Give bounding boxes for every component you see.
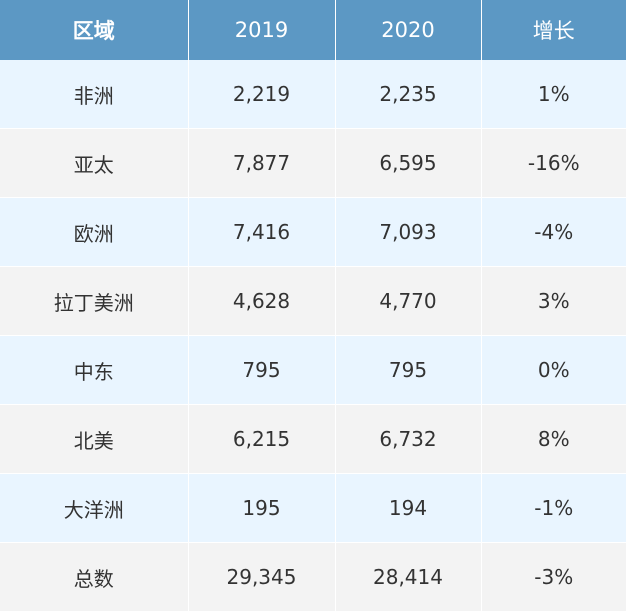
table-row: 非洲 2,219 2,235 1%: [0, 60, 626, 129]
cell-growth: -3%: [481, 542, 626, 612]
cell-region: 中东: [0, 335, 189, 405]
cell-region: 非洲: [0, 60, 189, 129]
header-2019: 2019: [188, 0, 336, 60]
table-row: 拉丁美洲 4,628 4,770 3%: [0, 266, 626, 336]
cell-growth: -1%: [481, 473, 626, 543]
header-row: 区域 2019 2020 增长: [0, 0, 626, 60]
cell-region: 大洋洲: [0, 473, 189, 543]
cell-2020: 2,235: [335, 60, 482, 129]
cell-2019: 4,628: [188, 266, 336, 336]
table-row: 中东 795 795 0%: [0, 335, 626, 405]
cell-2020: 795: [335, 335, 482, 405]
cell-2019: 29,345: [188, 542, 336, 612]
table-row: 大洋洲 195 194 -1%: [0, 473, 626, 543]
cell-2020: 6,732: [335, 404, 482, 474]
table-header: 区域 2019 2020 增长: [0, 0, 626, 60]
cell-growth: 8%: [481, 404, 626, 474]
cell-2020: 7,093: [335, 197, 482, 267]
cell-growth: 0%: [481, 335, 626, 405]
cell-2019: 795: [188, 335, 336, 405]
cell-growth: 3%: [481, 266, 626, 336]
header-region: 区域: [0, 0, 189, 60]
cell-2019: 195: [188, 473, 336, 543]
header-growth: 增长: [481, 0, 626, 60]
cell-2020: 28,414: [335, 542, 482, 612]
cell-growth: 1%: [481, 60, 626, 129]
cell-growth: -16%: [481, 128, 626, 198]
cell-region: 北美: [0, 404, 189, 474]
cell-region: 总数: [0, 542, 189, 612]
cell-region: 拉丁美洲: [0, 266, 189, 336]
table-row: 亚太 7,877 6,595 -16%: [0, 128, 626, 198]
table-body: 非洲 2,219 2,235 1% 亚太 7,877 6,595 -16% 欧洲…: [0, 60, 626, 612]
cell-2020: 6,595: [335, 128, 482, 198]
cell-2019: 7,877: [188, 128, 336, 198]
cell-region: 亚太: [0, 128, 189, 198]
cell-2020: 4,770: [335, 266, 482, 336]
cell-2019: 7,416: [188, 197, 336, 267]
table-row: 欧洲 7,416 7,093 -4%: [0, 197, 626, 267]
cell-2020: 194: [335, 473, 482, 543]
table-row: 北美 6,215 6,732 8%: [0, 404, 626, 474]
cell-2019: 6,215: [188, 404, 336, 474]
cell-growth: -4%: [481, 197, 626, 267]
header-2020: 2020: [335, 0, 482, 60]
cell-region: 欧洲: [0, 197, 189, 267]
table-row-total: 总数 29,345 28,414 -3%: [0, 542, 626, 612]
cell-2019: 2,219: [188, 60, 336, 129]
